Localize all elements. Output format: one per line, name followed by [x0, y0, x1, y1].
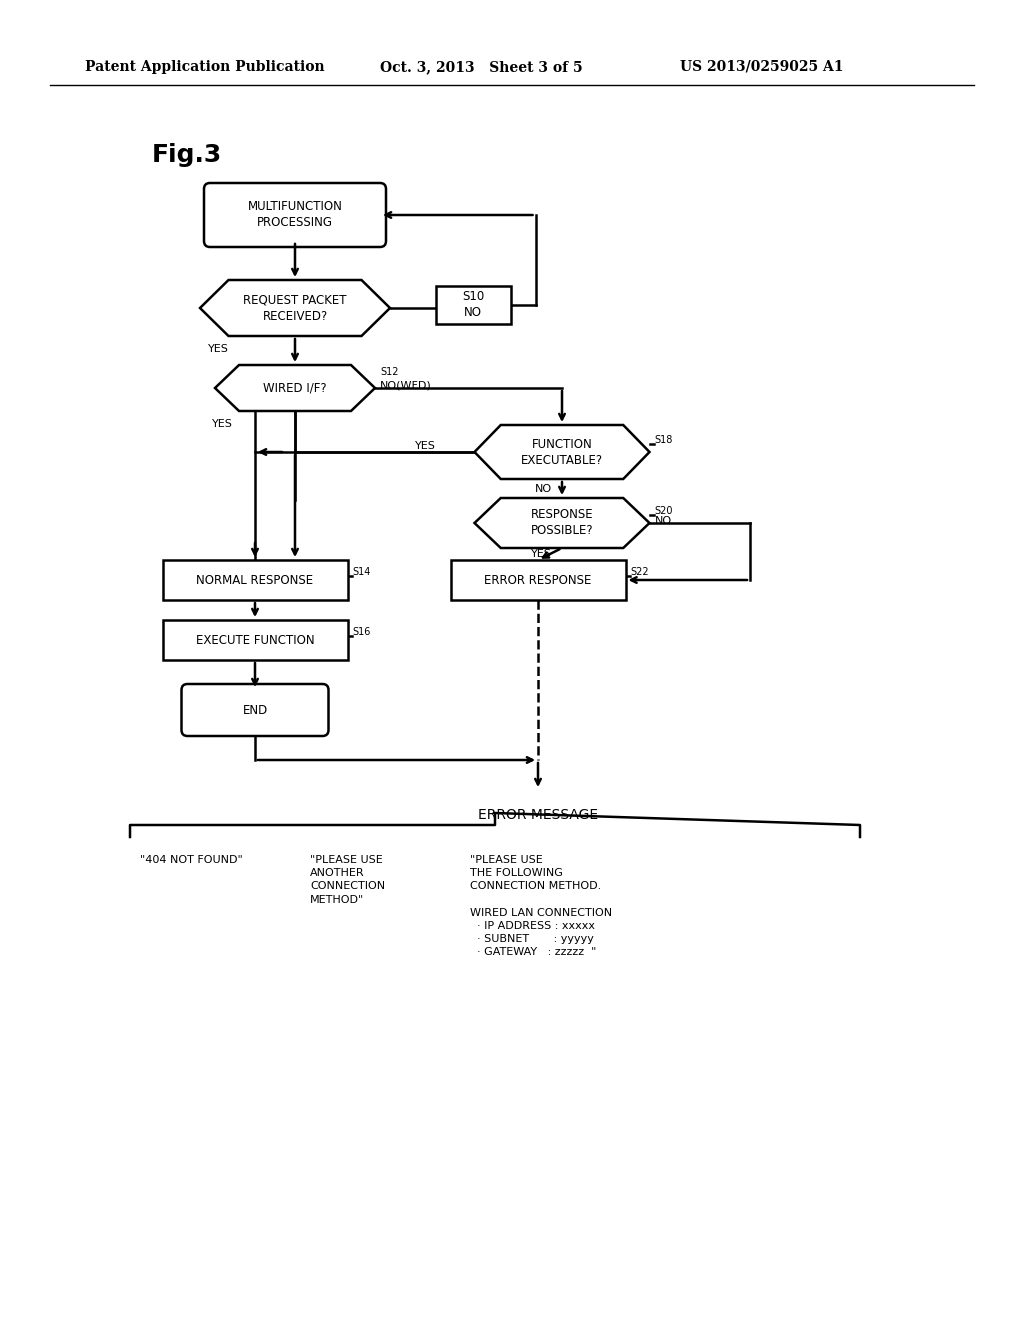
Text: S20: S20 [654, 506, 673, 516]
Text: FUNCTION
EXECUTABLE?: FUNCTION EXECUTABLE? [521, 437, 603, 466]
Text: S16: S16 [352, 627, 371, 638]
FancyBboxPatch shape [181, 684, 329, 737]
Bar [163, 620, 347, 660]
Text: REQUEST PACKET
RECEIVED?: REQUEST PACKET RECEIVED? [244, 293, 347, 322]
Text: END: END [243, 704, 267, 717]
Text: RESPONSE
POSSIBLE?: RESPONSE POSSIBLE? [530, 508, 593, 537]
Text: YES: YES [208, 345, 229, 354]
Text: YES: YES [415, 441, 435, 451]
FancyBboxPatch shape [204, 183, 386, 247]
Text: Patent Application Publication: Patent Application Publication [85, 59, 325, 74]
Text: EXECUTE FUNCTION: EXECUTE FUNCTION [196, 634, 314, 647]
Text: MULTIFUNCTION
PROCESSING: MULTIFUNCTION PROCESSING [248, 201, 342, 230]
Text: NO: NO [535, 483, 552, 494]
Text: S22: S22 [631, 568, 649, 577]
Text: Oct. 3, 2013   Sheet 3 of 5: Oct. 3, 2013 Sheet 3 of 5 [380, 59, 583, 74]
Text: S12: S12 [380, 367, 398, 378]
Text: S18: S18 [654, 436, 673, 445]
Text: NORMAL RESPONSE: NORMAL RESPONSE [197, 573, 313, 586]
Text: NO: NO [654, 516, 672, 525]
Text: YES: YES [212, 418, 232, 429]
Text: YES: YES [531, 549, 552, 558]
Text: US 2013/0259025 A1: US 2013/0259025 A1 [680, 59, 844, 74]
Bar [435, 286, 511, 323]
Text: NO(WFD): NO(WFD) [380, 381, 432, 391]
Bar [163, 560, 347, 601]
Polygon shape [474, 425, 649, 479]
Text: "PLEASE USE
ANOTHER
CONNECTION
METHOD": "PLEASE USE ANOTHER CONNECTION METHOD" [310, 855, 385, 904]
Text: Fig.3: Fig.3 [152, 143, 222, 168]
Text: WIRED I/F?: WIRED I/F? [263, 381, 327, 395]
Text: S10
NO: S10 NO [462, 290, 484, 319]
Text: "PLEASE USE
THE FOLLOWING
CONNECTION METHOD.

WIRED LAN CONNECTION
  · IP ADDRES: "PLEASE USE THE FOLLOWING CONNECTION MET… [470, 855, 612, 957]
Polygon shape [200, 280, 390, 337]
Polygon shape [474, 498, 649, 548]
Text: S14: S14 [352, 568, 371, 577]
Bar [451, 560, 626, 601]
Text: "404 NOT FOUND": "404 NOT FOUND" [140, 855, 243, 865]
Text: ERROR RESPONSE: ERROR RESPONSE [484, 573, 592, 586]
Polygon shape [215, 366, 375, 411]
Text: ERROR MESSAGE: ERROR MESSAGE [478, 808, 598, 822]
